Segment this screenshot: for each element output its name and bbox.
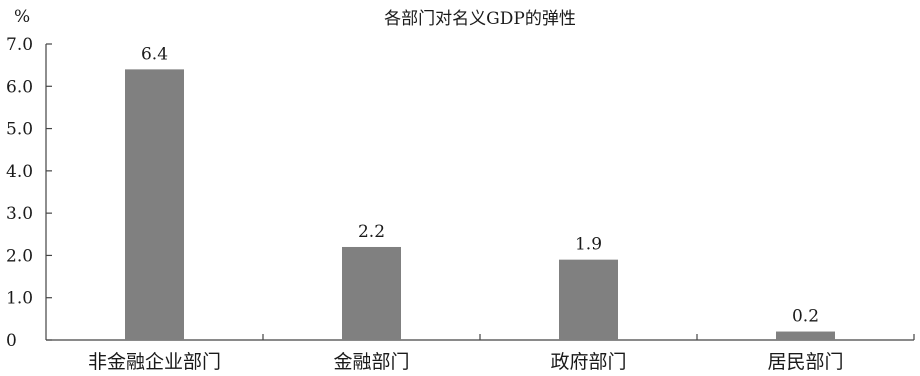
bar xyxy=(776,331,835,340)
y-tick-label: 3.0 xyxy=(6,204,33,224)
bar-value-label: 6.4 xyxy=(141,44,168,64)
y-tick-label: 0 xyxy=(6,331,17,351)
value-labels: 6.4 2.2 1.9 0.2 xyxy=(141,44,819,326)
x-category-label: 政府部门 xyxy=(550,351,626,373)
x-category-label: 金融部门 xyxy=(333,351,409,373)
y-tick-label: 4.0 xyxy=(6,162,33,182)
chart-title: 各部门对名义GDP的弹性 xyxy=(384,9,576,29)
bar-value-label: 2.2 xyxy=(358,222,385,242)
x-axis-labels: 非金融企业部门 金融部门 政府部门 居民部门 xyxy=(88,351,844,373)
bar-value-label: 1.9 xyxy=(575,235,602,255)
axes xyxy=(45,44,915,341)
x-category-label: 非金融企业部门 xyxy=(88,351,221,373)
y-tick-label: 7.0 xyxy=(6,35,33,55)
y-tick-label: 1.0 xyxy=(6,289,33,309)
y-tick-label: 6.0 xyxy=(6,77,33,97)
bars xyxy=(125,69,835,340)
y-axis-ticks: 0 1.0 2.0 3.0 4.0 5.0 6.0 7.0 xyxy=(6,35,52,351)
y-tick-label: 2.0 xyxy=(6,246,33,266)
bar xyxy=(125,69,184,340)
y-tick-label: 5.0 xyxy=(6,120,33,140)
bar-value-label: 0.2 xyxy=(792,307,819,327)
bar xyxy=(342,246,401,340)
y-axis-unit-label: % xyxy=(14,7,30,27)
x-category-label: 居民部门 xyxy=(767,351,843,373)
bar xyxy=(559,259,618,340)
